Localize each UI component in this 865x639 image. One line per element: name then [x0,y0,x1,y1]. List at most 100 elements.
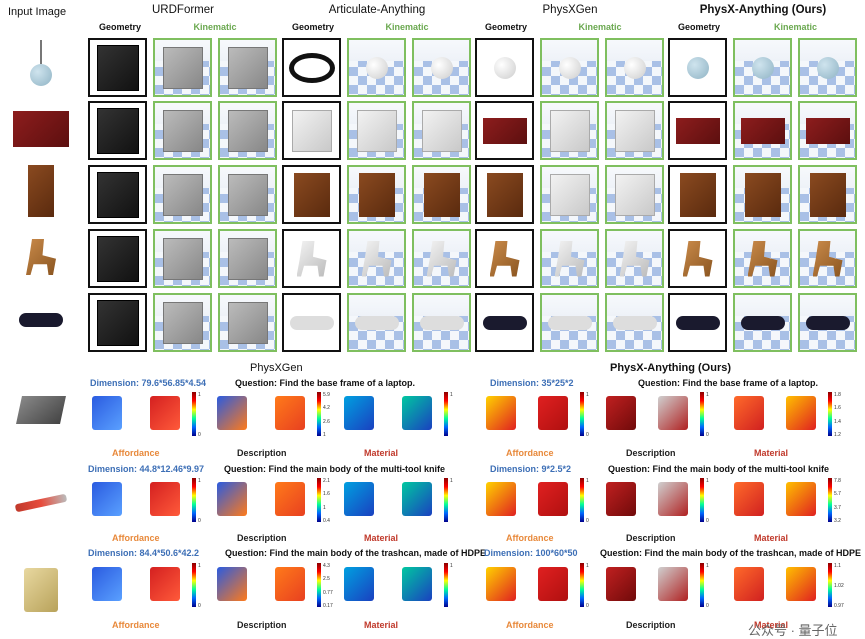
result-cell-bookshelf-6 [412,165,471,224]
laptop-physxgen-description-colorbar-tick: 5.9 [323,392,330,398]
geometry-label-3: Geometry [484,22,528,32]
result-cell-bookshelf-5 [347,165,406,224]
laptop-ours-material-view1 [734,396,764,430]
result-cell-cabinet-2 [153,101,212,160]
laptop-physxgen-affordance-colorbar [192,392,196,436]
trashcan-physxgen-material-label: Material [364,620,399,630]
laptop-physxgen-affordance-colorbar-tick: 0 [198,432,201,438]
laptop-physxgen-dimension: Dimension: 79.6*56.85*4.54 [90,378,207,388]
laptop-ours-affordance-colorbar [580,392,584,436]
laptop-ours-material-label: Material [754,448,789,458]
laptop-physxgen-material-view1 [344,396,374,430]
method-urdformer: URDFormer [152,4,214,16]
laptop-ours-material-colorbar [828,392,832,436]
trashcan-ours-description-colorbar-tick: 0 [706,603,709,609]
laptop-physxgen-material-colorbar [444,392,448,436]
trashcan-ours-material-colorbar-tick: 1.02 [834,583,844,589]
trashcan-physxgen-description-label: Description [237,620,287,630]
multi-tool-knife-physxgen-material-colorbar-tick: 1 [450,478,453,484]
result-cell-bookshelf-4 [282,165,341,224]
multi-tool-knife-physxgen-description-view2 [275,482,305,516]
trashcan-physxgen-affordance-colorbar-tick: 1 [198,563,201,569]
laptop-ours-affordance-view1 [486,396,516,430]
result-cell-bookshelf-11 [733,165,792,224]
multi-tool-knife-ours-affordance-label: Affordance [506,533,554,543]
multi-tool-knife-physxgen-material-label: Material [364,533,399,543]
watermark: 公众号 · 量子位 [748,623,838,638]
result-cell-cabinet-9 [605,101,664,160]
multi-tool-knife-ours-affordance-colorbar-tick: 1 [586,478,589,484]
kinematic-label-1: Kinematic [193,22,237,32]
geometry-label-1: Geometry [98,22,142,32]
trashcan-ours-affordance-view2 [538,567,568,601]
result-cell-chair-7 [475,229,534,288]
result-cell-chair-5 [347,229,406,288]
result-cell-chair-2 [153,229,212,288]
trashcan-ours-description-label: Description [626,620,676,630]
laptop-ours-description-colorbar [700,392,704,436]
result-cell-lamp-6 [412,38,471,97]
result-cell-cabinet-3 [218,101,277,160]
result-cell-sunglasses-8 [540,293,599,352]
laptop-physxgen-question: Question: Find the base frame of a lapto… [235,378,416,388]
result-cell-chair-9 [605,229,664,288]
input-chair [10,232,72,282]
trashcan-physxgen-material-view1 [344,567,374,601]
multi-tool-knife-ours-material-colorbar [828,478,832,522]
laptop-physxgen-affordance-label: Affordance [112,448,160,458]
laptop-ours-affordance-colorbar-tick: 1 [586,392,589,398]
result-cell-sunglasses-7 [475,293,534,352]
trashcan-ours-description-view2 [658,567,688,601]
multi-tool-knife-physxgen-affordance-view1 [92,482,122,516]
result-cell-sunglasses-2 [153,293,212,352]
input-bookshelf [10,165,72,217]
input-image-header: Input Image [8,6,67,18]
trashcan-ours-affordance-colorbar-tick: 0 [586,603,589,609]
result-cell-cabinet-1 [88,101,147,160]
input-trashcan [10,565,72,615]
multi-tool-knife-ours-material-view1 [734,482,764,516]
method-physx-anything: PhysX-Anything (Ours) [699,4,827,16]
geometry-label-4: Geometry [677,22,721,32]
result-cell-cabinet-6 [412,101,471,160]
result-cell-cabinet-8 [540,101,599,160]
multi-tool-knife-ours-affordance-view1 [486,482,516,516]
laptop-ours-material-colorbar-tick: 1.8 [834,392,841,398]
laptop-physxgen-material-label: Material [364,448,399,458]
trashcan-physxgen-affordance-view2 [150,567,180,601]
multi-tool-knife-ours-affordance-colorbar [580,478,584,522]
multi-tool-knife-ours-material-colorbar-tick: 7.8 [834,478,841,484]
multi-tool-knife-physxgen-affordance-colorbar-tick: 0 [198,518,201,524]
result-cell-bookshelf-8 [540,165,599,224]
kinematic-label-3: Kinematic [578,22,622,32]
laptop-physxgen-description-view2 [275,396,305,430]
result-cell-cabinet-7 [475,101,534,160]
result-cell-chair-10 [668,229,727,288]
trashcan-ours-affordance-colorbar-tick: 1 [586,563,589,569]
laptop-physxgen-affordance-colorbar-tick: 1 [198,392,201,398]
trashcan-ours-material-colorbar-tick: 0.97 [834,603,844,609]
knife-ours-dimension: Dimension: 9*2.5*2 [490,464,572,474]
multi-tool-knife-ours-material-view2 [786,482,816,516]
multi-tool-knife-ours-description-colorbar-tick: 1 [706,478,709,484]
multi-tool-knife-ours-material-colorbar-tick: 5.7 [834,491,841,498]
result-cell-sunglasses-1 [88,293,147,352]
input-sunglasses [10,295,72,345]
laptop-ours-material-view2 [786,396,816,430]
multi-tool-knife-physxgen-affordance-view2 [150,482,180,516]
method-physxgen: PhysXGen [542,4,598,16]
multi-tool-knife-physxgen-affordance-colorbar-tick: 1 [198,478,201,484]
method-articulate-anything: Articulate-Anything [328,4,426,16]
trashcan-physxgen-question: Question: Find the main body of the tras… [225,548,487,558]
trashcan-ours-affordance-label: Affordance [506,620,554,630]
multi-tool-knife-physxgen-description-colorbar-tick: 2.1 [323,478,330,484]
multi-tool-knife-ours-description-colorbar [700,478,704,522]
trashcan-physxgen-affordance-view1 [92,567,122,601]
result-cell-sunglasses-12 [798,293,857,352]
trashcan-ours-material-view2 [786,567,816,601]
trashcan-ours-material-colorbar-tick: 1.1 [834,563,841,569]
multi-tool-knife-ours-description-label: Description [626,533,676,543]
trashcan-physxgen-dimension: Dimension: 84.4*50.6*42.2 [88,548,200,558]
result-cell-cabinet-4 [282,101,341,160]
result-cell-bookshelf-9 [605,165,664,224]
